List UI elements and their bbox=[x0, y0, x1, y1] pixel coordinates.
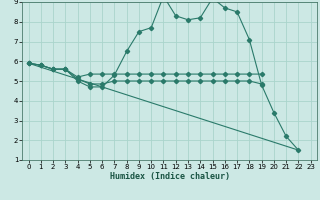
X-axis label: Humidex (Indice chaleur): Humidex (Indice chaleur) bbox=[110, 172, 230, 181]
